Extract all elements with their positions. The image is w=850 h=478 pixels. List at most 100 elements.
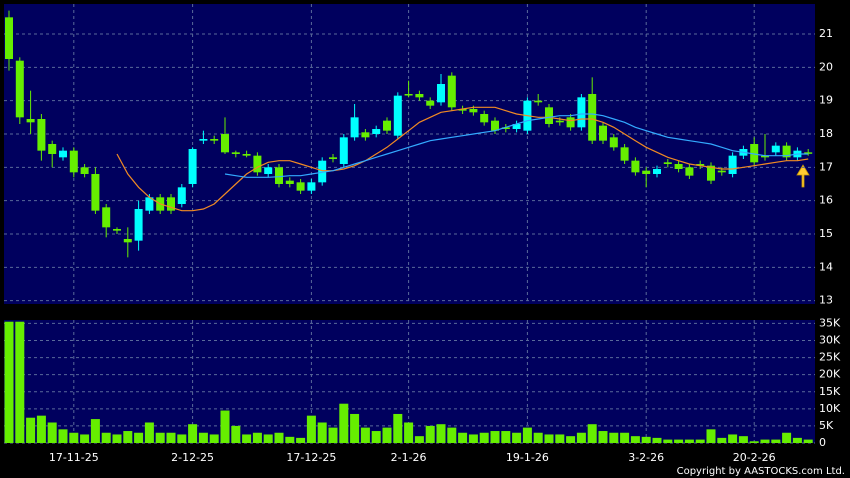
candle-body	[534, 100, 543, 103]
y-tick-label: 5K	[819, 419, 834, 432]
volume-bar	[58, 429, 68, 443]
volume-bar	[317, 422, 327, 443]
volume-bar	[674, 439, 684, 443]
candle-body	[620, 147, 629, 161]
volume-bar	[101, 432, 111, 443]
candle-body	[372, 129, 381, 134]
volume-bar	[598, 431, 608, 443]
candle-body	[26, 119, 35, 123]
volume-bar	[695, 439, 705, 443]
volume-bar	[382, 427, 392, 443]
volume-bar	[522, 427, 532, 443]
volume-bar	[587, 424, 597, 443]
volume-bar	[436, 424, 446, 443]
volume-bar	[371, 431, 381, 443]
volume-bar	[771, 439, 781, 443]
y-tick-label: 16	[819, 194, 833, 207]
x-tick-label: 17-11-25	[49, 451, 99, 464]
candle-body	[761, 155, 769, 158]
copyright: Copyright by AASTOCKS.com Ltd.	[677, 466, 845, 477]
volume-bar	[252, 432, 262, 443]
candle-body	[307, 182, 316, 191]
candle-body	[609, 137, 618, 148]
candle-body	[415, 94, 424, 98]
candle-body	[566, 117, 575, 128]
candle-body	[199, 139, 208, 141]
candle-body	[188, 149, 197, 184]
candle-body	[91, 174, 100, 211]
y-tick-label: 0	[819, 436, 826, 449]
volume-bar	[155, 432, 165, 443]
candle-body	[599, 125, 607, 141]
volume-bar	[166, 432, 176, 443]
volume-bar	[360, 427, 370, 443]
volume-bar	[123, 431, 133, 443]
volume-bar	[792, 437, 802, 443]
volume-bar	[555, 434, 565, 443]
volume-bar	[447, 427, 457, 443]
candle-body	[674, 164, 683, 169]
price-panel	[4, 4, 815, 304]
candle-body	[717, 170, 726, 173]
volume-bar	[339, 403, 349, 443]
volume-bar	[26, 417, 36, 443]
candle-body	[253, 155, 262, 173]
volume-bar	[231, 425, 241, 443]
x-tick-label: 2-12-25	[171, 451, 214, 464]
arrow-marker	[796, 164, 810, 188]
candle-body	[480, 114, 489, 123]
candle-body	[653, 169, 661, 174]
candle-body	[102, 207, 111, 228]
volume-bar	[4, 321, 14, 443]
candle-body	[231, 152, 240, 154]
candle-body	[242, 154, 251, 156]
candle-body	[15, 60, 24, 118]
x-tick-label: 2-1-26	[391, 451, 427, 464]
candle-body	[59, 150, 67, 158]
volume-bar	[468, 434, 478, 443]
candle-body	[469, 109, 478, 113]
volume-bar	[652, 437, 662, 443]
candle-body	[5, 17, 13, 59]
volume-bar	[490, 431, 500, 443]
volume-bar	[512, 432, 522, 443]
y-tick-label: 25K	[819, 351, 841, 364]
y-tick-label: 13	[819, 294, 833, 307]
y-tick-label: 19	[819, 94, 833, 107]
candle-body	[512, 124, 521, 129]
volume-bar	[209, 434, 219, 443]
candle-body	[113, 229, 121, 231]
y-tick-label: 30K	[819, 334, 841, 347]
candle-body	[275, 167, 283, 184]
candle-body	[663, 162, 672, 164]
volume-bar	[242, 434, 252, 443]
candle-body	[588, 94, 597, 141]
candle-body	[631, 160, 640, 173]
volume-bar	[544, 434, 554, 443]
candle-body	[329, 157, 337, 159]
x-tick-label: 19-1-26	[506, 451, 549, 464]
x-tick-label: 3-2-26	[628, 451, 664, 464]
candle-body	[296, 182, 305, 191]
candle-body	[80, 167, 89, 174]
volume-bar	[630, 436, 640, 443]
x-tick-label: 17-12-25	[286, 451, 336, 464]
volume-bar	[90, 419, 100, 443]
y-tick-label: 15	[819, 227, 833, 240]
y-tick-label: 14	[819, 260, 833, 273]
candle-body	[350, 117, 359, 138]
candle-body	[447, 75, 456, 108]
volume-bar	[576, 432, 586, 443]
candle-body	[134, 209, 143, 241]
moving-average-line	[224, 113, 809, 178]
volume-bar	[285, 436, 295, 443]
candle-body	[177, 187, 186, 204]
candle-body	[545, 107, 553, 124]
volume-bar	[177, 434, 187, 443]
volume-bar	[641, 436, 651, 443]
volume-bar	[738, 436, 748, 443]
volume-bar	[566, 436, 576, 443]
candle-body	[437, 84, 445, 103]
